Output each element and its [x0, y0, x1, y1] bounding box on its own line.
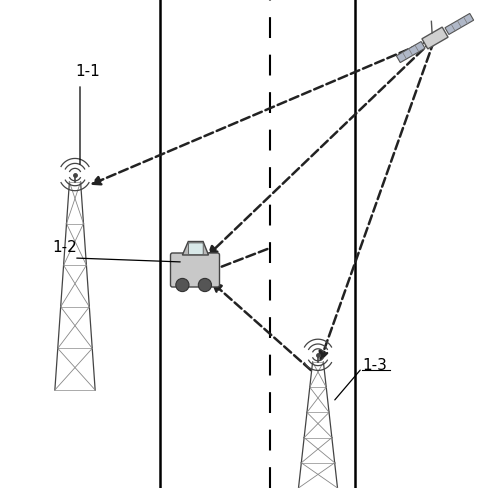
Text: 1-3: 1-3 — [362, 358, 387, 372]
FancyArrowPatch shape — [209, 40, 433, 254]
FancyArrowPatch shape — [93, 39, 432, 184]
FancyArrowPatch shape — [320, 41, 434, 359]
Text: 1-1: 1-1 — [75, 64, 100, 80]
Polygon shape — [445, 14, 474, 35]
Polygon shape — [183, 242, 209, 255]
Circle shape — [176, 278, 189, 292]
Circle shape — [199, 278, 212, 292]
FancyArrowPatch shape — [208, 249, 268, 273]
FancyBboxPatch shape — [170, 253, 219, 287]
Text: 1-2: 1-2 — [52, 241, 77, 256]
Polygon shape — [397, 41, 425, 62]
Polygon shape — [422, 27, 448, 49]
FancyArrowPatch shape — [213, 284, 311, 370]
FancyBboxPatch shape — [188, 243, 203, 255]
